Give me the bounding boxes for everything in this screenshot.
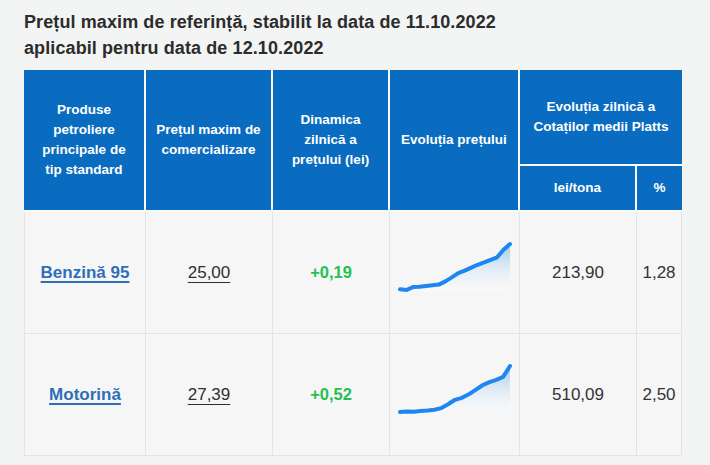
table-header: Produse petroliere principale de tip sta… [24,70,682,212]
daily-delta-value: +0,19 [310,263,352,281]
header-max-price: Prețul maxim de comercializare [146,70,273,212]
header-platts-pct: % [637,166,682,212]
sparkline-cell [390,212,520,334]
table-row-benzina: Benzină 95 25,00 +0,19 213,90 1,28 [24,212,682,334]
price-sparkline-motorina [397,360,513,424]
product-link-motorina[interactable]: Motorină [49,385,121,404]
page-title: Prețul maxim de referință, stabilit la d… [24,9,710,61]
price-sparkline-benzina [397,238,513,302]
platts-lei-value: 510,09 [520,334,637,456]
page-title-line2: aplicabil pentru data de 12.10.2022 [24,35,710,61]
max-price-value[interactable]: 27,39 [188,385,231,404]
header-platts-lei: lei/tona [520,166,637,212]
table-body: Benzină 95 25,00 +0,19 213,90 1,28 Motor… [24,212,682,456]
header-product: Produse petroliere principale de tip sta… [24,70,146,212]
table-row-motorina: Motorină 27,39 +0,52 510,09 2,50 [24,334,682,456]
daily-delta-value: +0,52 [310,385,352,403]
header-platts: Evoluția zilnică a Cotaților medii Platt… [520,70,682,166]
fuel-price-table: Produse petroliere principale de tip sta… [24,70,682,456]
page: Prețul maxim de referință, stabilit la d… [0,0,710,456]
header-daily-dynamic: Dinamica zilnică a prețului (lei) [273,70,390,212]
platts-pct-value: 1,28 [637,212,682,334]
max-price-value[interactable]: 25,00 [188,263,231,282]
sparkline-cell [390,334,520,456]
platts-lei-value: 213,90 [520,212,637,334]
page-title-line1: Prețul maxim de referință, stabilit la d… [24,9,710,35]
header-price-evolution: Evoluția prețului [390,70,520,212]
platts-pct-value: 2,50 [637,334,682,456]
product-link-benzina[interactable]: Benzină 95 [41,263,130,282]
